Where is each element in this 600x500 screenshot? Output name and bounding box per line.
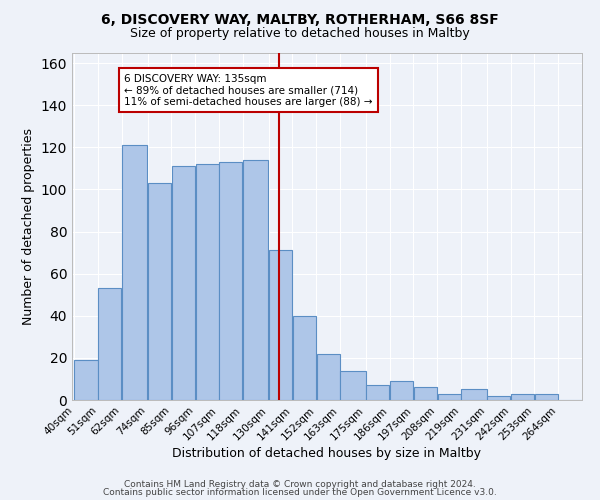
Bar (293, 316, 316, 400)
Bar (172, 166, 195, 400)
Bar (317, 354, 340, 400)
Bar (219, 162, 242, 400)
Bar (196, 164, 218, 400)
X-axis label: Distribution of detached houses by size in Maltby: Distribution of detached houses by size … (173, 448, 482, 460)
Bar (98, 288, 121, 400)
Bar (437, 394, 461, 400)
Bar (414, 388, 437, 400)
Bar (461, 390, 487, 400)
Text: 6, DISCOVERY WAY, MALTBY, ROTHERHAM, S66 8SF: 6, DISCOVERY WAY, MALTBY, ROTHERHAM, S66… (101, 12, 499, 26)
Bar (390, 381, 413, 400)
Text: Size of property relative to detached houses in Maltby: Size of property relative to detached ho… (130, 28, 470, 40)
Bar (535, 394, 558, 400)
Bar (243, 160, 268, 400)
Bar (269, 250, 292, 400)
Bar (74, 360, 98, 400)
Text: Contains public sector information licensed under the Open Government Licence v3: Contains public sector information licen… (103, 488, 497, 497)
Bar (340, 370, 365, 400)
Text: 6 DISCOVERY WAY: 135sqm
← 89% of detached houses are smaller (714)
11% of semi-d: 6 DISCOVERY WAY: 135sqm ← 89% of detache… (124, 74, 373, 107)
Bar (487, 396, 511, 400)
Text: Contains HM Land Registry data © Crown copyright and database right 2024.: Contains HM Land Registry data © Crown c… (124, 480, 476, 489)
Bar (366, 386, 389, 400)
Y-axis label: Number of detached properties: Number of detached properties (22, 128, 35, 325)
Bar (511, 394, 534, 400)
Bar (148, 183, 171, 400)
Bar (122, 145, 148, 400)
